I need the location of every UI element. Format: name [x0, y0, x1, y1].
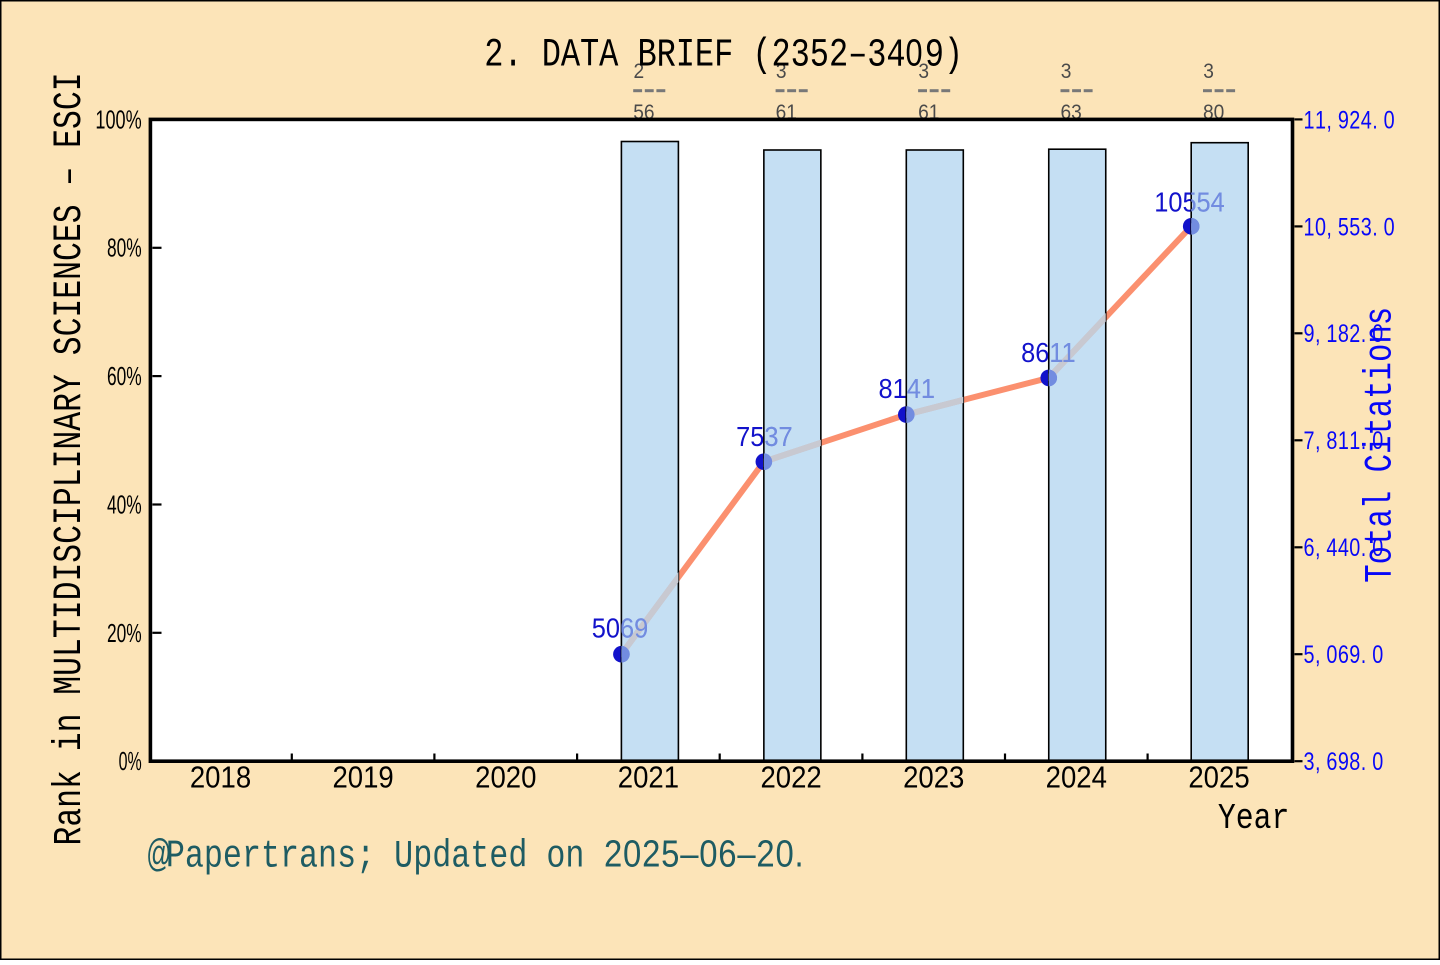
svg-text:2022: 2022 — [760, 761, 821, 795]
svg-text:3: 3 — [1203, 60, 1214, 83]
svg-text:2. DATA BRIEF (2352–3409): 2. DATA BRIEF (2352–3409) — [484, 33, 963, 78]
svg-text:2021: 2021 — [618, 761, 679, 795]
svg-text:2024: 2024 — [1046, 761, 1107, 795]
svg-text:3: 3 — [918, 60, 929, 83]
svg-text:Year: Year — [1218, 797, 1289, 839]
svg-text:2: 2 — [634, 60, 645, 83]
svg-text:2020: 2020 — [475, 761, 536, 795]
svg-text:2018: 2018 — [190, 761, 251, 795]
svg-text:0%: 0% — [119, 747, 142, 776]
svg-text:5069: 5069 — [592, 613, 648, 644]
svg-text:40%: 40% — [107, 490, 142, 519]
svg-text:Papertrans; Updated on: Papertrans; Updated on — [166, 834, 585, 879]
svg-text:2023: 2023 — [903, 761, 964, 795]
svg-text:60%: 60% — [107, 362, 142, 391]
svg-text:3: 3 — [776, 60, 787, 83]
svg-text:2025: 2025 — [1188, 761, 1249, 795]
svg-text:2025–06–20.: 2025–06–20. — [604, 834, 804, 876]
svg-text:2019: 2019 — [332, 761, 393, 795]
svg-text:3: 3 — [1061, 60, 1072, 83]
svg-text:80%: 80% — [107, 233, 142, 262]
svg-text:Rank in MULTIDISCIPLINARY SCIE: Rank in MULTIDISCIPLINARY SCIENCES – ESC… — [46, 72, 92, 845]
svg-text:100%: 100% — [95, 105, 141, 134]
svg-text:20%: 20% — [107, 618, 142, 647]
svg-text:Total Citations: Total Citations — [1359, 307, 1402, 583]
svg-text:@: @ — [146, 831, 171, 875]
